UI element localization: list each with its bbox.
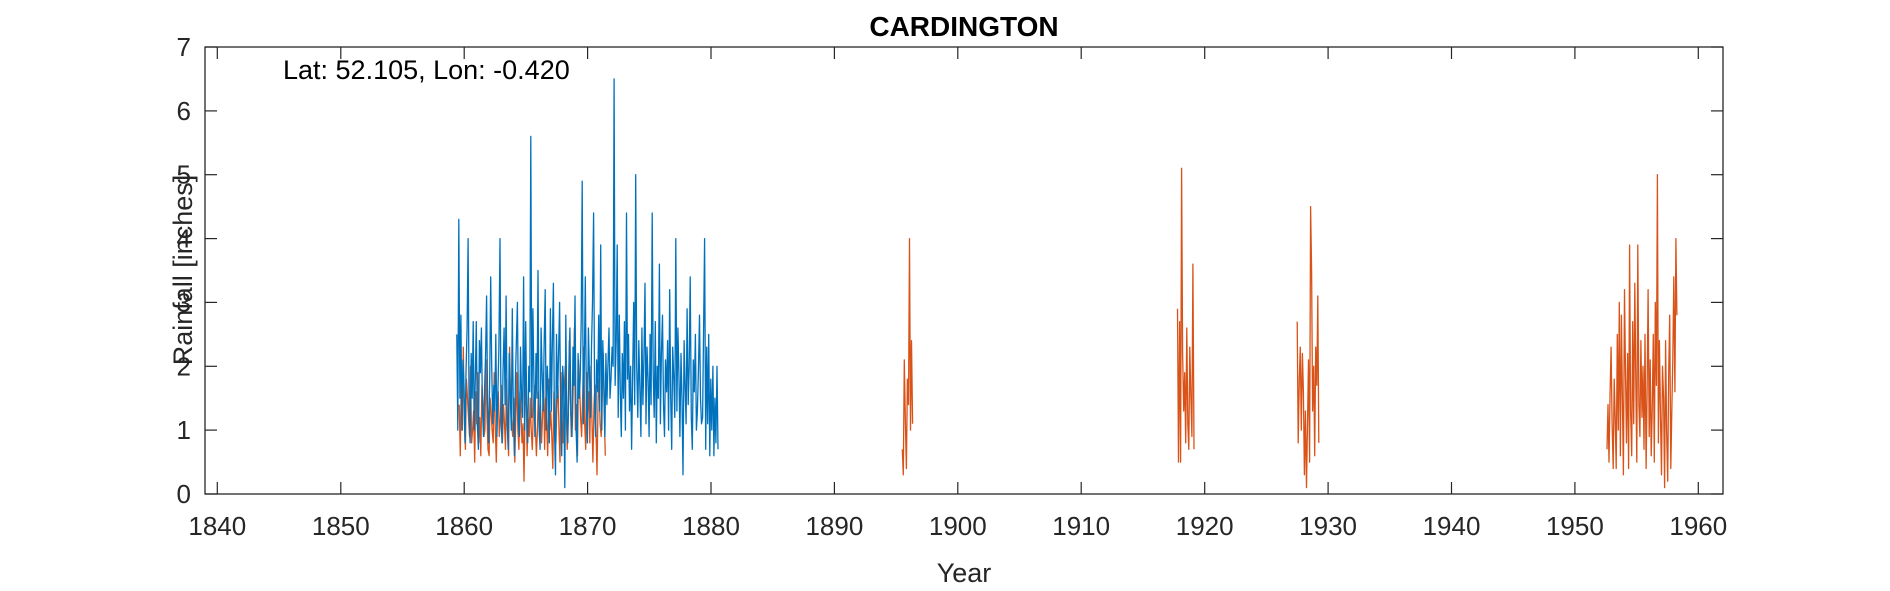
y-tick-label: 0 — [177, 479, 191, 509]
location-annotation: Lat: 52.105, Lon: -0.420 — [283, 55, 570, 85]
y-axis-label: Rainfall [inches] — [168, 175, 198, 366]
series-1-segment-0 — [456, 78, 719, 489]
y-tick-label: 2 — [177, 351, 191, 381]
x-tick-label: 1910 — [1052, 511, 1110, 541]
x-tick-label: 1870 — [559, 511, 617, 541]
plot-frame — [204, 46, 1724, 495]
x-tick-label: 1920 — [1176, 511, 1234, 541]
series-0-segment-4 — [1606, 174, 1678, 489]
y-tick-label: 5 — [177, 160, 191, 190]
x-tick-label: 1840 — [188, 511, 246, 541]
series-0-segment-3 — [1296, 205, 1320, 489]
y-tick-label: 1 — [177, 415, 191, 445]
y-tick-label: 4 — [177, 224, 191, 254]
series-0-segment-2 — [1176, 167, 1195, 463]
x-tick-label: 1900 — [929, 511, 987, 541]
series-0-segment-1 — [901, 237, 914, 476]
x-tick-label: 1880 — [682, 511, 740, 541]
x-tick-label: 1950 — [1546, 511, 1604, 541]
x-tick-label: 1860 — [435, 511, 493, 541]
x-tick-label: 1850 — [312, 511, 370, 541]
plot-area — [205, 47, 1723, 494]
y-tick-label: 3 — [177, 287, 191, 317]
x-tick-label: 1930 — [1299, 511, 1357, 541]
y-tick-label: 7 — [177, 32, 191, 62]
x-tick-label: 1960 — [1669, 511, 1727, 541]
series-layer — [456, 78, 1678, 489]
x-tick-label: 1890 — [805, 511, 863, 541]
x-axis-label: Year — [937, 558, 992, 588]
chart-title: CARDINGTON — [869, 11, 1058, 42]
y-tick-label: 6 — [177, 96, 191, 126]
tick-layer: 1840 1850 1860 1870 1880 1890 1900 1910 1920 1930… — [177, 32, 1728, 541]
x-tick-label: 1940 — [1423, 511, 1481, 541]
